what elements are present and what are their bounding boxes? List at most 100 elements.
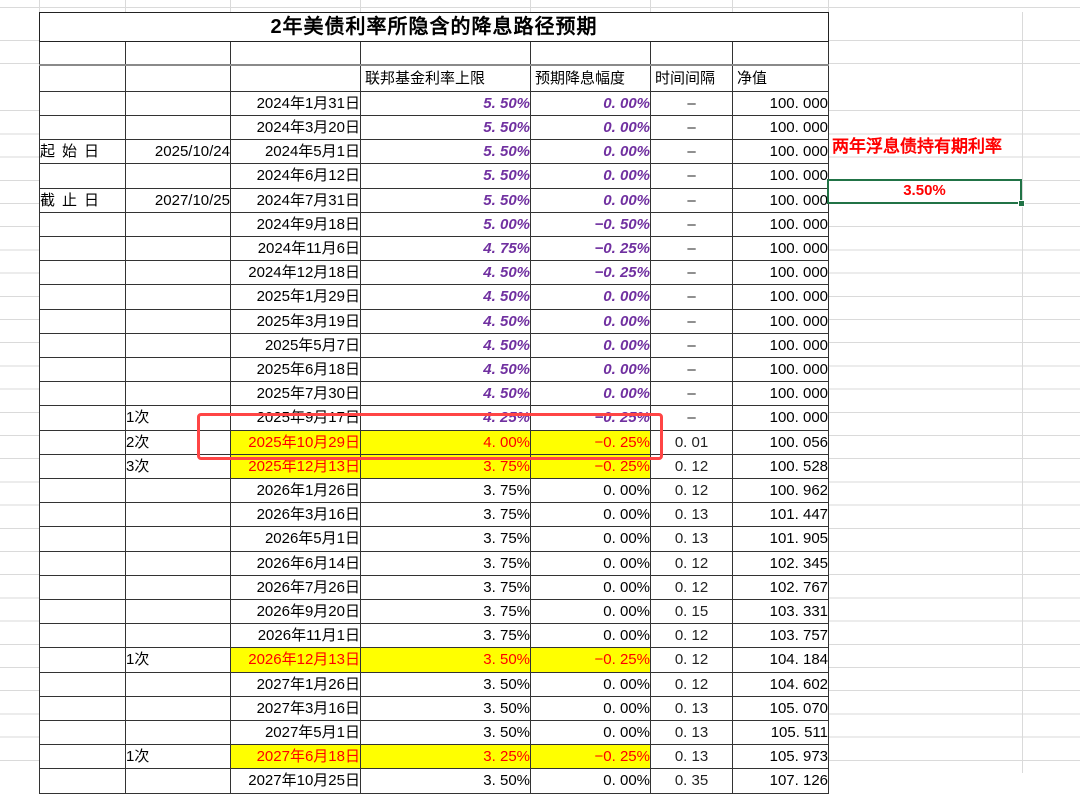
period-cell[interactable] bbox=[125, 356, 231, 383]
period-cell[interactable] bbox=[125, 502, 231, 528]
row-label-cell[interactable] bbox=[39, 332, 126, 358]
row-label-cell[interactable] bbox=[39, 235, 126, 262]
nav-cell[interactable]: 100. 000 bbox=[732, 114, 829, 141]
cut-cell[interactable]: −0. 25% bbox=[530, 405, 651, 431]
nav-cell[interactable]: 100. 528 bbox=[732, 453, 829, 479]
interval-cell[interactable]: 0. 12 bbox=[650, 550, 733, 576]
period-cell[interactable]: 2027/10/25 bbox=[125, 187, 231, 213]
period-cell[interactable] bbox=[125, 671, 231, 697]
cut-cell[interactable]: 0. 00% bbox=[530, 574, 651, 600]
row-label-cell[interactable] bbox=[39, 453, 126, 479]
meeting-date-cell[interactable]: 2024年9月18日 bbox=[230, 211, 361, 237]
empty-cell[interactable] bbox=[230, 40, 361, 66]
row-label-cell[interactable] bbox=[39, 381, 126, 407]
empty-cell[interactable] bbox=[650, 40, 733, 66]
nav-cell[interactable]: 100. 000 bbox=[732, 332, 829, 358]
rate-cell[interactable]: 3. 75% bbox=[360, 623, 531, 649]
empty-cell[interactable] bbox=[125, 64, 231, 92]
interval-cell[interactable]: – bbox=[650, 332, 733, 358]
interval-cell[interactable]: – bbox=[650, 308, 733, 334]
nav-cell[interactable]: 100. 000 bbox=[732, 284, 829, 310]
meeting-date-cell[interactable]: 2025年12月13日 bbox=[230, 453, 361, 479]
row-label-cell[interactable] bbox=[39, 477, 126, 504]
row-label-cell[interactable] bbox=[39, 598, 126, 625]
period-cell[interactable] bbox=[125, 381, 231, 407]
nav-cell[interactable]: 102. 767 bbox=[732, 574, 829, 600]
interval-cell[interactable]: – bbox=[650, 284, 733, 310]
interval-cell[interactable]: 0. 12 bbox=[650, 453, 733, 479]
period-cell[interactable]: 1次 bbox=[125, 744, 231, 770]
interval-cell[interactable]: – bbox=[650, 90, 733, 116]
cut-cell[interactable]: −0. 25% bbox=[530, 647, 651, 673]
period-cell[interactable] bbox=[125, 332, 231, 358]
cut-cell[interactable]: −0. 25% bbox=[530, 744, 651, 770]
meeting-date-cell[interactable]: 2027年5月1日 bbox=[230, 719, 361, 746]
nav-cell[interactable]: 100. 000 bbox=[732, 187, 829, 213]
period-cell[interactable] bbox=[125, 308, 231, 334]
rate-cell[interactable]: 5. 50% bbox=[360, 90, 531, 116]
cut-cell[interactable]: 0. 00% bbox=[530, 598, 651, 625]
meeting-date-cell[interactable]: 2024年3月20日 bbox=[230, 114, 361, 141]
period-cell[interactable]: 2次 bbox=[125, 429, 231, 455]
row-label-cell[interactable] bbox=[39, 744, 126, 770]
period-cell[interactable] bbox=[125, 235, 231, 262]
rate-cell[interactable]: 4. 25% bbox=[360, 405, 531, 431]
cut-cell[interactable]: 0. 00% bbox=[530, 139, 651, 165]
cut-cell[interactable]: −0. 25% bbox=[530, 429, 651, 455]
rate-cell[interactable]: 5. 50% bbox=[360, 114, 531, 141]
interval-cell[interactable]: – bbox=[650, 260, 733, 286]
row-label-cell[interactable] bbox=[39, 647, 126, 673]
cut-cell[interactable]: 0. 00% bbox=[530, 695, 651, 721]
interval-cell[interactable]: 0. 15 bbox=[650, 598, 733, 625]
row-label-cell[interactable] bbox=[39, 695, 126, 721]
rate-cell[interactable]: 4. 50% bbox=[360, 260, 531, 286]
period-cell[interactable] bbox=[125, 695, 231, 721]
meeting-date-cell[interactable]: 2024年12月18日 bbox=[230, 260, 361, 286]
empty-cell[interactable] bbox=[230, 64, 361, 92]
meeting-date-cell[interactable]: 2027年3月16日 bbox=[230, 695, 361, 721]
rate-cell[interactable]: 3. 75% bbox=[360, 550, 531, 576]
nav-cell[interactable]: 105. 973 bbox=[732, 744, 829, 770]
nav-cell[interactable]: 102. 345 bbox=[732, 550, 829, 576]
cut-cell[interactable]: 0. 00% bbox=[530, 187, 651, 213]
period-cell[interactable] bbox=[125, 163, 231, 189]
interval-cell[interactable]: – bbox=[650, 381, 733, 407]
rate-cell[interactable]: 5. 50% bbox=[360, 163, 531, 189]
meeting-date-cell[interactable]: 2024年1月31日 bbox=[230, 90, 361, 116]
interval-cell[interactable]: 0. 01 bbox=[650, 429, 733, 455]
meeting-date-cell[interactable]: 2025年10月29日 bbox=[230, 429, 361, 455]
meeting-date-cell[interactable]: 2025年7月30日 bbox=[230, 381, 361, 407]
cut-cell[interactable]: 0. 00% bbox=[530, 308, 651, 334]
empty-cell[interactable] bbox=[530, 40, 651, 66]
nav-cell[interactable]: 100. 000 bbox=[732, 405, 829, 431]
rate-cell[interactable]: 5. 50% bbox=[360, 187, 531, 213]
row-label-cell[interactable] bbox=[39, 574, 126, 600]
rate-cell[interactable]: 3. 25% bbox=[360, 744, 531, 770]
nav-cell[interactable]: 100. 000 bbox=[732, 356, 829, 383]
interval-cell[interactable]: 0. 12 bbox=[650, 477, 733, 504]
cut-cell[interactable]: 0. 00% bbox=[530, 163, 651, 189]
meeting-date-cell[interactable]: 2025年6月18日 bbox=[230, 356, 361, 383]
rate-cell[interactable]: 4. 50% bbox=[360, 356, 531, 383]
interval-cell[interactable]: – bbox=[650, 163, 733, 189]
rate-cell[interactable]: 3. 50% bbox=[360, 647, 531, 673]
empty-cell[interactable] bbox=[732, 40, 829, 66]
meeting-date-cell[interactable]: 2025年9月17日 bbox=[230, 405, 361, 431]
period-cell[interactable] bbox=[125, 623, 231, 649]
row-label-cell[interactable]: 截止日 bbox=[39, 187, 126, 213]
empty-cell[interactable] bbox=[125, 40, 231, 66]
period-cell[interactable] bbox=[125, 90, 231, 116]
period-cell[interactable]: 2025/10/24 bbox=[125, 139, 231, 165]
meeting-date-cell[interactable]: 2024年7月31日 bbox=[230, 187, 361, 213]
period-cell[interactable]: 1次 bbox=[125, 405, 231, 431]
interval-cell[interactable]: – bbox=[650, 114, 733, 141]
row-label-cell[interactable] bbox=[39, 623, 126, 649]
cut-cell[interactable]: 0. 00% bbox=[530, 381, 651, 407]
row-label-cell[interactable] bbox=[39, 502, 126, 528]
meeting-date-cell[interactable]: 2026年5月1日 bbox=[230, 526, 361, 552]
row-label-cell[interactable] bbox=[39, 429, 126, 455]
col-header-expected-cut[interactable]: 预期降息幅度 bbox=[530, 64, 651, 92]
period-cell[interactable] bbox=[125, 260, 231, 286]
cut-cell[interactable]: −0. 50% bbox=[530, 211, 651, 237]
rate-cell[interactable]: 5. 50% bbox=[360, 139, 531, 165]
